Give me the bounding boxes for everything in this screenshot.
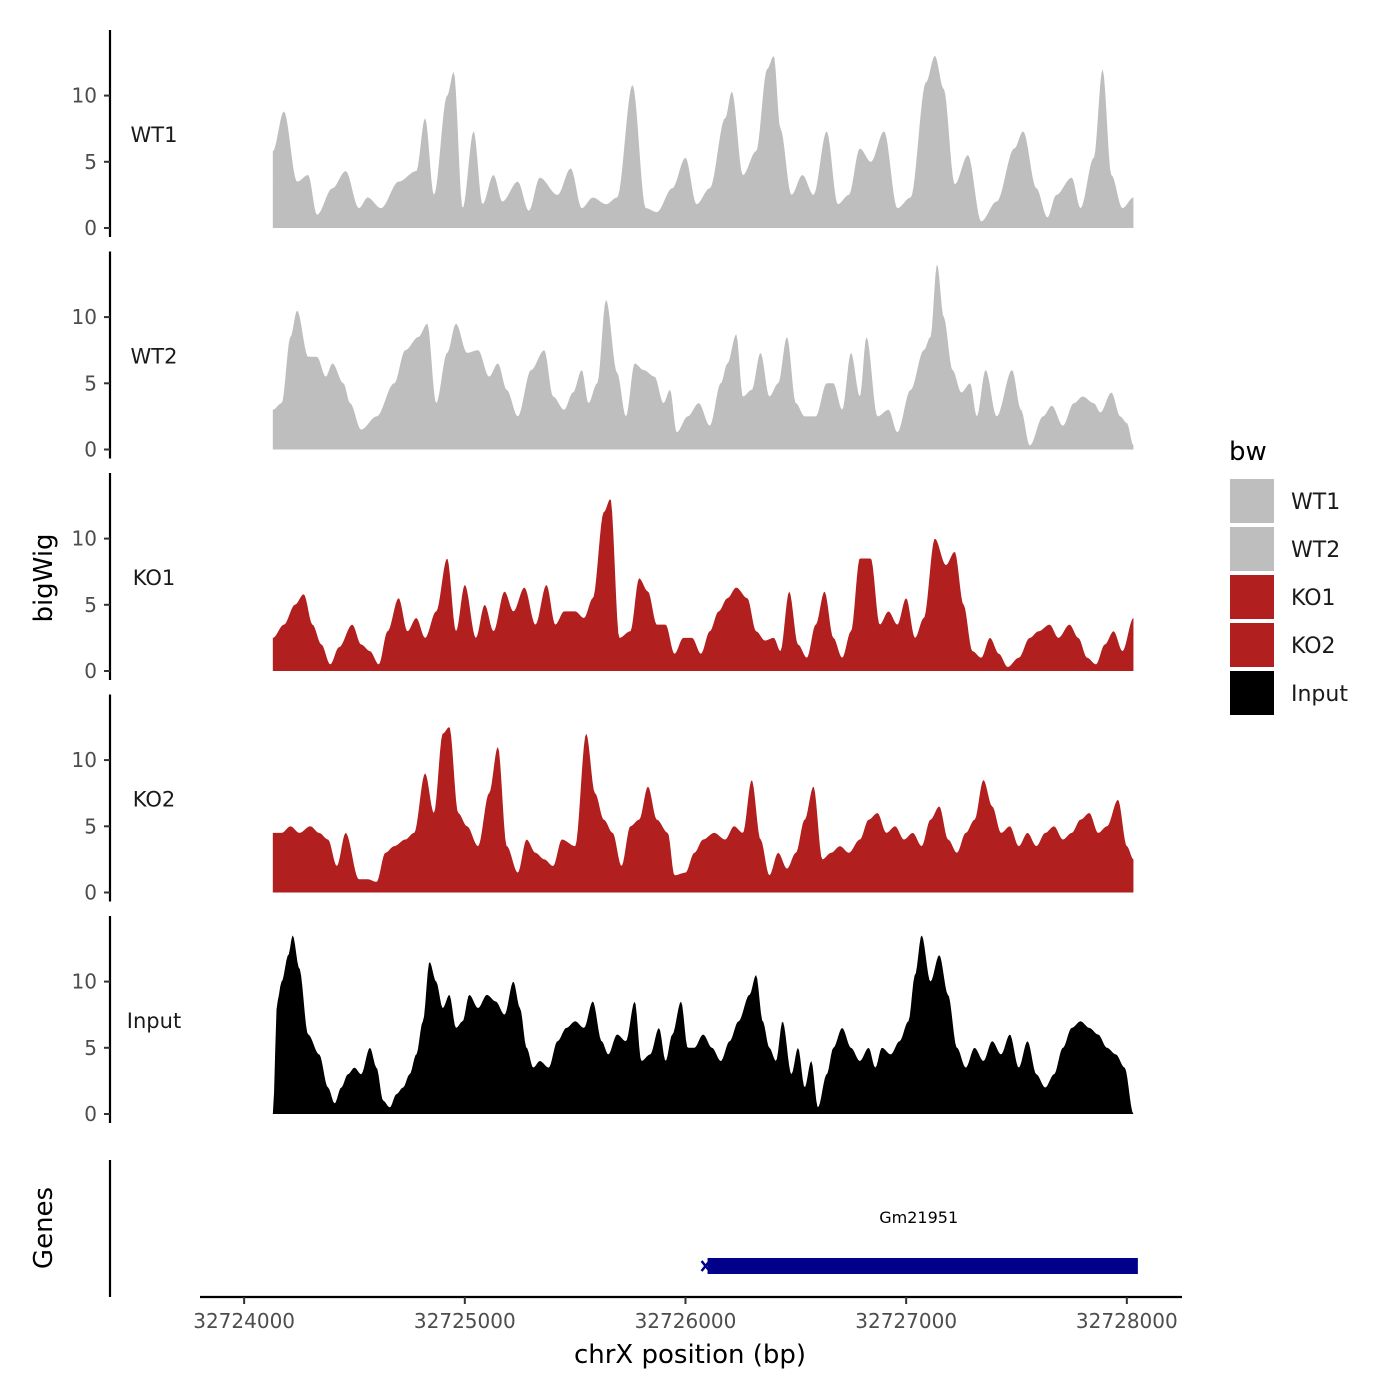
legend-title: bw bbox=[1229, 437, 1267, 467]
y-tick-label-ko1-10: 10 bbox=[72, 527, 97, 551]
area-ko2 bbox=[272, 727, 1134, 893]
genes-track: Genes Gm21951 bbox=[29, 1160, 1138, 1297]
track-panel-wt2: 0 5 10 WT2 bbox=[72, 251, 1134, 462]
legend-swatch-ko1 bbox=[1230, 575, 1274, 619]
y-tick-label-wt1-0: 0 bbox=[84, 216, 97, 240]
y-tick-label-input-0: 0 bbox=[84, 1102, 97, 1126]
area-ko1 bbox=[272, 499, 1134, 671]
legend-swatch-wt1 bbox=[1230, 479, 1274, 523]
track-panel-input: 0 5 10 Input bbox=[72, 916, 1134, 1126]
y-axis-title: bigWig bbox=[29, 533, 59, 622]
track-panel-ko2: 0 5 10 KO2 bbox=[72, 694, 1134, 905]
y-tick-label-input-5: 5 bbox=[84, 1036, 97, 1060]
legend-swatch-wt2 bbox=[1230, 527, 1274, 571]
x-tick-label-32727000: 32727000 bbox=[855, 1309, 957, 1333]
legend-label-input: Input bbox=[1291, 682, 1348, 707]
y-tick-label-ko2-10: 10 bbox=[72, 748, 97, 772]
gene-start-marker bbox=[700, 1260, 711, 1272]
legend-label-wt2: WT2 bbox=[1291, 538, 1340, 563]
genes-track-title: Genes bbox=[29, 1187, 59, 1269]
y-tick-label-input-10: 10 bbox=[72, 970, 97, 994]
x-tick-label-32724000: 32724000 bbox=[193, 1309, 295, 1333]
legend-label-ko1: KO1 bbox=[1291, 586, 1336, 611]
x-axis: 32724000 32725000 32726000 32727000 32728000 bbox=[193, 1295, 1182, 1333]
legend-swatch-input bbox=[1230, 671, 1274, 715]
y-tick-label-ko1-0: 0 bbox=[84, 659, 97, 683]
track-label-input: Input bbox=[127, 1009, 181, 1033]
track-label-wt1: WT1 bbox=[131, 123, 178, 147]
track-panel-wt1: 0 5 10 WT1 bbox=[72, 30, 1134, 240]
y-tick-label-wt1-5: 5 bbox=[84, 150, 97, 174]
area-wt1 bbox=[272, 56, 1134, 228]
bigwig-tracks: 0 5 10 WT1 0 5 10 WT2 0 5 10 KO1 0 5 10 KO2 0 5 10 Input bbox=[72, 30, 1134, 1126]
legend-swatch-ko2 bbox=[1230, 623, 1274, 667]
y-tick-label-ko2-5: 5 bbox=[84, 814, 97, 838]
track-panel-ko1: 0 5 10 KO1 bbox=[72, 473, 1134, 683]
y-tick-label-wt2-10: 10 bbox=[72, 305, 97, 329]
legend-label-ko2: KO2 bbox=[1291, 634, 1336, 659]
legend-label-wt1: WT1 bbox=[1291, 490, 1340, 515]
y-tick-label-wt2-0: 0 bbox=[84, 438, 97, 462]
x-tick-label-32726000: 32726000 bbox=[635, 1309, 737, 1333]
y-tick-label-ko1-5: 5 bbox=[84, 593, 97, 617]
gene-bar-gm21951 bbox=[707, 1258, 1138, 1274]
area-wt2 bbox=[272, 264, 1134, 450]
x-tick-label-32728000: 32728000 bbox=[1076, 1309, 1178, 1333]
y-tick-label-wt1-10: 10 bbox=[72, 84, 97, 108]
area-input bbox=[272, 935, 1134, 1114]
x-tick-label-32725000: 32725000 bbox=[414, 1309, 516, 1333]
y-tick-label-ko2-0: 0 bbox=[84, 881, 97, 905]
x-axis-title: chrX position (bp) bbox=[574, 1340, 806, 1370]
track-label-ko2: KO2 bbox=[133, 788, 176, 812]
gene-label-gm21951: Gm21951 bbox=[879, 1208, 958, 1227]
y-tick-label-wt2-5: 5 bbox=[84, 371, 97, 395]
legend: bw WT1 WT2 KO1 KO2 Input bbox=[1229, 437, 1348, 715]
track-label-ko1: KO1 bbox=[133, 566, 176, 590]
track-label-wt2: WT2 bbox=[131, 345, 178, 369]
